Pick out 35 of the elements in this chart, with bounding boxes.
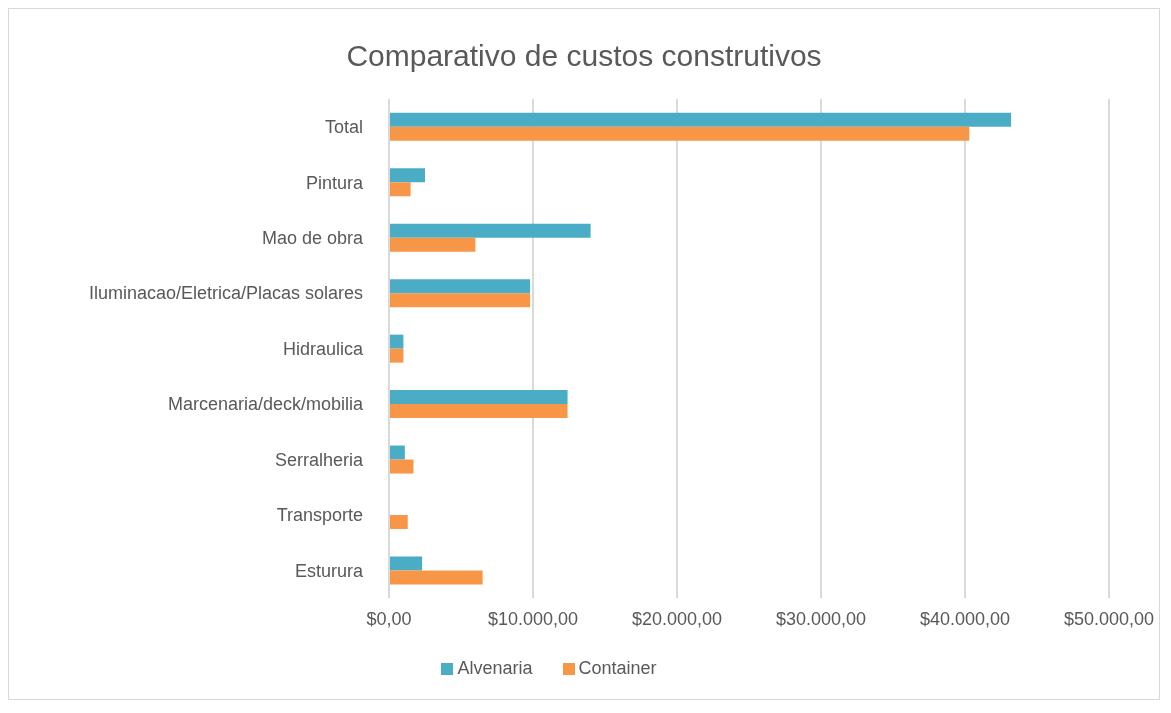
y-tick-label: Transporte: [276, 505, 363, 526]
y-tick-label: Pintura: [305, 172, 364, 193]
bar: [389, 390, 568, 405]
bar: [389, 570, 483, 585]
x-tick-label: $30.000,00: [775, 608, 867, 629]
bar: [389, 112, 1012, 127]
bar: [389, 348, 404, 363]
bar: [389, 514, 408, 529]
bar: [389, 556, 423, 571]
bar: [389, 126, 970, 141]
legend-label: Container: [578, 658, 657, 678]
bar: [389, 334, 404, 349]
bar: [389, 237, 476, 252]
x-tick-label: $0,00: [366, 608, 412, 629]
x-tick-label: $10.000,00: [487, 608, 579, 629]
bar: [389, 279, 531, 294]
y-tick-label: Hidraulica: [282, 338, 364, 359]
y-tick-label: Total: [324, 117, 363, 138]
x-tick-label: $50.000,00: [1063, 608, 1155, 629]
y-tick-label: Esturura: [294, 560, 364, 581]
legend-label: Alvenaria: [457, 658, 533, 678]
bar: [389, 182, 411, 197]
bar: [389, 168, 425, 183]
bar: [389, 293, 531, 308]
bar: [389, 223, 591, 238]
bar: [389, 459, 414, 474]
x-tick-label: $20.000,00: [631, 608, 723, 629]
y-tick-label: Marcenaria/deck/mobilia: [167, 394, 364, 415]
x-tick-label: $40.000,00: [919, 608, 1011, 629]
bar: [389, 445, 405, 460]
chart-title: Comparativo de custos construtivos: [345, 38, 823, 74]
y-tick-label: Serralheria: [274, 449, 364, 470]
y-tick-label: Mao de obra: [261, 228, 364, 248]
y-tick-label: Iluminacao/Eletrica/Placas solares: [88, 283, 363, 304]
bar: [389, 404, 568, 419]
